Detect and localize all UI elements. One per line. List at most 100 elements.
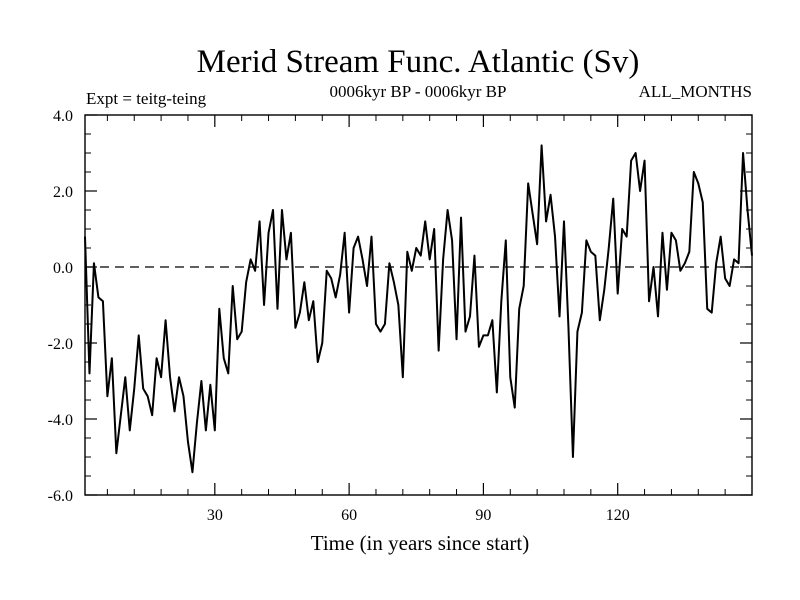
y-axis: -6.0 -4.0 -2.0 0.0 2.0 4.0 xyxy=(48,108,752,505)
data-point xyxy=(429,258,431,260)
data-point xyxy=(675,239,677,241)
data-point xyxy=(644,160,646,162)
data-point xyxy=(478,346,480,348)
data-point xyxy=(657,315,659,317)
data-point xyxy=(684,262,686,264)
y-tick-label: -4.0 xyxy=(48,412,73,429)
data-point xyxy=(496,391,498,393)
data-point xyxy=(384,323,386,325)
data-point xyxy=(572,456,574,458)
data-point xyxy=(97,296,99,298)
data-point xyxy=(608,247,610,249)
data-point xyxy=(178,376,180,378)
data-point xyxy=(590,251,592,253)
data-point xyxy=(88,372,90,374)
data-point xyxy=(151,414,153,416)
data-point xyxy=(362,258,364,260)
data-point xyxy=(133,388,135,390)
data-point xyxy=(541,144,543,146)
data-point xyxy=(375,323,377,325)
data-point xyxy=(174,410,176,412)
data-point xyxy=(371,236,373,238)
data-point xyxy=(191,471,193,473)
data-point xyxy=(294,327,296,329)
data-point xyxy=(465,331,467,333)
data-point xyxy=(353,247,355,249)
data-point xyxy=(259,220,261,222)
data-point xyxy=(187,441,189,443)
data-point xyxy=(509,376,511,378)
data-point xyxy=(120,414,122,416)
data-point xyxy=(742,152,744,154)
data-point xyxy=(285,258,287,260)
data-point xyxy=(545,220,547,222)
data-point xyxy=(420,255,422,257)
data-point xyxy=(617,293,619,295)
data-point xyxy=(460,217,462,219)
data-point xyxy=(406,251,408,253)
data-point xyxy=(321,342,323,344)
data-point xyxy=(567,327,569,329)
data-point xyxy=(473,255,475,257)
data-point xyxy=(308,319,310,321)
data-point xyxy=(102,300,104,302)
data-point xyxy=(447,209,449,211)
data-point xyxy=(415,247,417,249)
data-point xyxy=(411,270,413,272)
data-point xyxy=(603,289,605,291)
data-point xyxy=(330,277,332,279)
data-point xyxy=(263,304,265,306)
data-point xyxy=(594,255,596,257)
data-point xyxy=(563,220,565,222)
data-point xyxy=(388,262,390,264)
data-point xyxy=(335,296,337,298)
data-point xyxy=(393,281,395,283)
data-point xyxy=(456,338,458,340)
data-point xyxy=(438,350,440,352)
data-point xyxy=(451,239,453,241)
data-point xyxy=(214,429,216,431)
data-point xyxy=(747,209,749,211)
data-point xyxy=(397,304,399,306)
data-point xyxy=(518,308,520,310)
data-point xyxy=(254,270,256,272)
data-point xyxy=(160,376,162,378)
x-tick-label: 60 xyxy=(341,507,357,524)
data-point xyxy=(630,160,632,162)
chart-title: Merid Stream Func. Atlantic (Sv) xyxy=(197,44,640,80)
data-point xyxy=(339,274,341,276)
data-point xyxy=(209,384,211,386)
data-point xyxy=(697,182,699,184)
data-point xyxy=(724,277,726,279)
data-point xyxy=(688,251,690,253)
data-point xyxy=(693,171,695,173)
data-point xyxy=(487,334,489,336)
data-point xyxy=(223,357,225,359)
months-label: ALL_MONTHS xyxy=(639,82,752,101)
data-point xyxy=(715,262,717,264)
data-point xyxy=(576,331,578,333)
data-points xyxy=(84,144,753,473)
data-point xyxy=(129,429,131,431)
data-point xyxy=(299,312,301,314)
data-point xyxy=(599,319,601,321)
data-point xyxy=(621,228,623,230)
period-label: 0006kyr BP - 0006kyr BP xyxy=(330,82,507,101)
y-tick-label: 4.0 xyxy=(53,108,73,125)
data-point xyxy=(505,239,507,241)
data-point xyxy=(232,285,234,287)
data-point xyxy=(227,372,229,374)
data-point xyxy=(402,376,404,378)
data-point xyxy=(711,312,713,314)
data-point xyxy=(469,315,471,317)
data-point xyxy=(500,300,502,302)
data-point xyxy=(357,236,359,238)
data-point xyxy=(491,319,493,321)
data-point xyxy=(124,376,126,378)
data-point xyxy=(550,194,552,196)
data-point xyxy=(106,395,108,397)
data-point xyxy=(706,308,708,310)
data-point xyxy=(639,190,641,192)
data-point xyxy=(348,312,350,314)
